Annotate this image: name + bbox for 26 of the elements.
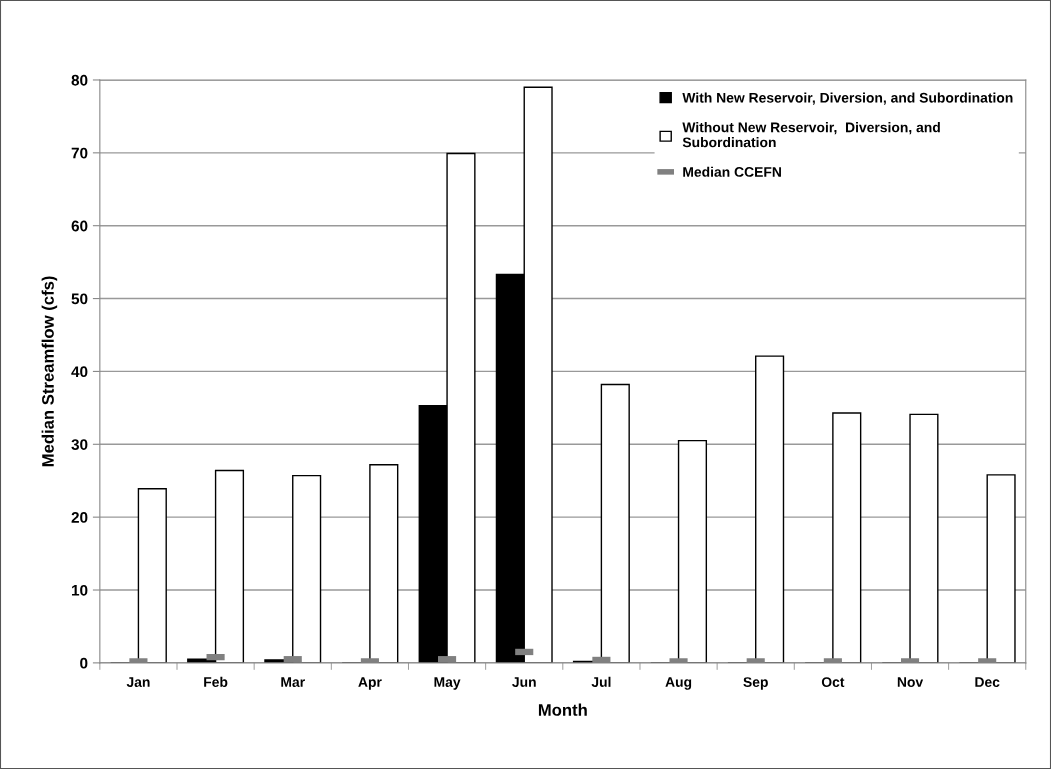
y-tick-label: 20 <box>71 512 88 523</box>
x-tick-label: Feb <box>204 676 228 687</box>
y-tick-label: 70 <box>71 147 88 159</box>
x-tick-label: Jul <box>591 676 611 687</box>
legend-label: Without New Reservoir, Diversion, and Subordination <box>682 122 940 148</box>
y-tick-label: 0 <box>80 657 88 669</box>
x-tick-label: Oct <box>821 677 845 687</box>
legend-label: Median CCEFN <box>683 166 781 177</box>
y-tick-label: 40 <box>71 366 88 378</box>
x-tick-label: Sep <box>743 677 768 690</box>
y-tick-label: 80 <box>71 74 88 86</box>
y-tick-label: 50 <box>71 293 88 305</box>
legend-label: With New Reservoir, Diversion, and Subordination <box>682 92 1013 105</box>
x-tick-label: May <box>434 677 461 690</box>
x-axis-title: Month <box>538 703 587 716</box>
x-tick-label: Jan <box>126 677 150 687</box>
x-tick-label: Apr <box>358 677 382 690</box>
x-tick-label: Jun <box>512 677 536 687</box>
y-tick-label: 10 <box>72 584 88 596</box>
y-tick-label: 60 <box>71 220 88 232</box>
x-tick-label: Aug <box>665 677 692 690</box>
y-tick-label: 30 <box>71 439 88 450</box>
x-tick-label: Nov <box>897 677 924 687</box>
y-axis-title: Median Streamflow (cfs) <box>41 276 58 467</box>
x-tick-label: Mar <box>281 677 305 687</box>
x-tick-label: Dec <box>975 677 1000 687</box>
